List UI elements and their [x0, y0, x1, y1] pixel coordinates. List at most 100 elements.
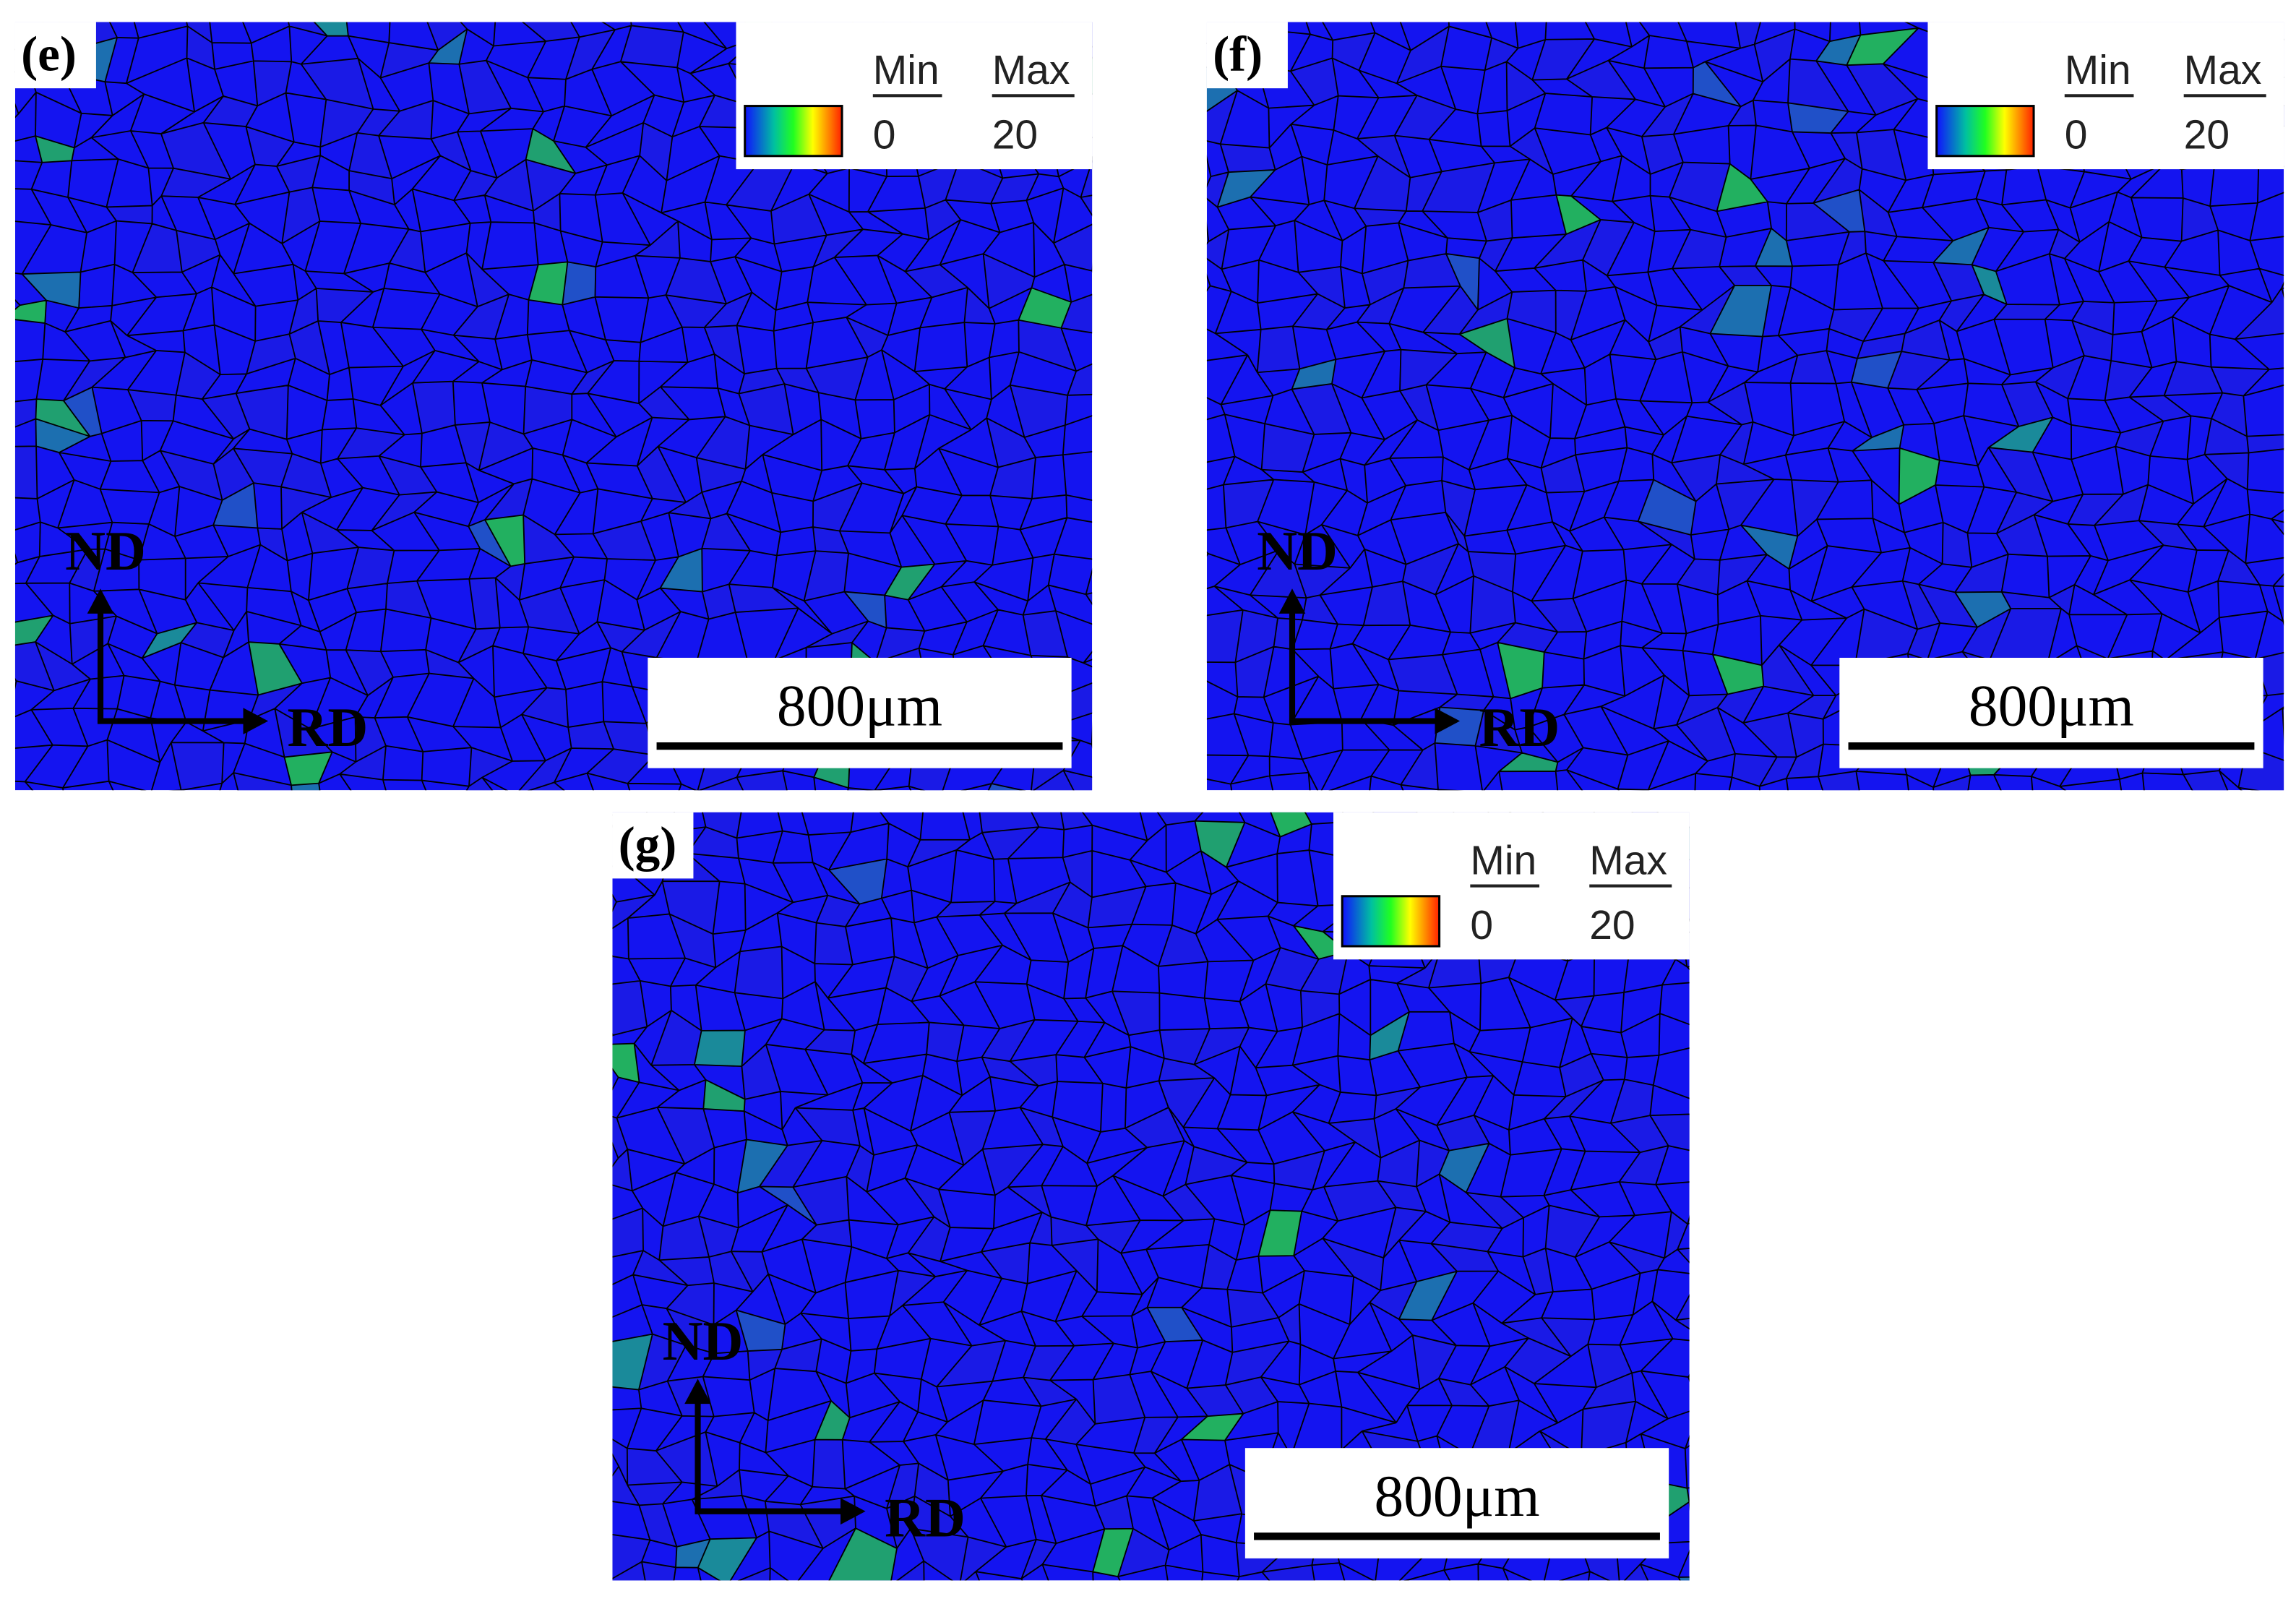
grain — [2204, 419, 2249, 455]
grain — [759, 1140, 822, 1188]
grain — [1265, 948, 1319, 991]
grain — [702, 584, 736, 619]
grain — [1678, 1577, 1690, 1581]
legend-max-value: 20 — [1589, 902, 1635, 948]
grain — [1201, 1244, 1237, 1290]
grain — [1907, 622, 1940, 661]
axis-rd: RD — [1479, 696, 1560, 758]
grain — [812, 483, 862, 531]
grain — [885, 956, 928, 1002]
grain — [203, 95, 258, 127]
grain — [1010, 385, 1068, 437]
grain — [982, 1144, 1044, 1196]
grain — [2211, 366, 2269, 396]
grain — [1085, 1220, 1140, 1253]
grain — [612, 980, 648, 1036]
grain — [1851, 351, 1902, 388]
grain — [2235, 288, 2284, 340]
label-box — [612, 812, 694, 879]
grain — [525, 159, 576, 211]
grain — [1545, 1205, 1600, 1258]
grain — [1185, 1146, 1247, 1185]
grain — [829, 1528, 897, 1581]
grain — [1157, 812, 1203, 825]
grain — [1695, 1046, 1732, 1100]
grain — [875, 627, 925, 663]
grain — [1261, 424, 1315, 473]
grain — [1402, 544, 1458, 595]
grain — [1470, 575, 1515, 633]
grain — [737, 1139, 788, 1193]
grain — [816, 895, 860, 927]
grain — [1023, 611, 1068, 658]
grain — [704, 292, 752, 327]
grain — [2211, 393, 2248, 437]
grain — [990, 173, 1039, 204]
grain — [1693, 61, 1741, 107]
grain — [160, 122, 231, 179]
grain — [176, 352, 220, 400]
grain — [1641, 134, 1683, 175]
grain — [1053, 224, 1093, 271]
grain — [1354, 208, 1406, 226]
grain — [620, 25, 684, 68]
grain — [572, 360, 614, 395]
color-bar — [744, 105, 843, 158]
grain — [1323, 1238, 1384, 1291]
grain — [246, 334, 296, 374]
grain — [1225, 1341, 1289, 1386]
grain — [1270, 812, 1312, 837]
grain — [466, 253, 509, 307]
grain — [848, 787, 873, 791]
grain — [202, 393, 250, 439]
ebsd-panel: (g) Min Max 0 20 ND RD 800μm — [612, 812, 1732, 1581]
grain — [639, 1504, 677, 1547]
grain — [1933, 775, 1971, 791]
grain — [246, 126, 294, 166]
grain — [795, 1107, 860, 1146]
grain — [1484, 38, 1518, 71]
grain — [349, 171, 395, 205]
grain — [1788, 59, 1849, 112]
grain — [484, 479, 533, 520]
grain — [469, 578, 500, 630]
legend-min-value: 0 — [873, 112, 896, 158]
grain — [1063, 770, 1093, 791]
grain — [1852, 424, 1904, 451]
grain — [736, 771, 787, 791]
grain — [739, 384, 794, 435]
grain — [668, 492, 711, 519]
arrow-head — [1278, 588, 1306, 614]
grain — [1933, 227, 1989, 265]
grain — [1720, 421, 1753, 465]
grain — [280, 453, 332, 498]
grain — [1786, 744, 1823, 779]
grain — [289, 321, 330, 375]
grain — [1412, 1335, 1456, 1389]
grain — [1735, 22, 1761, 48]
grain — [1712, 654, 1764, 695]
grain — [1187, 1385, 1244, 1417]
grain — [2094, 484, 2149, 526]
grain — [812, 526, 849, 554]
grain — [1459, 291, 1513, 335]
grain — [1899, 447, 1940, 505]
grain — [1560, 1053, 1604, 1097]
grain — [1581, 1401, 1636, 1457]
legend-max-value: 20 — [2184, 112, 2230, 158]
grain — [1377, 1180, 1426, 1211]
grain — [1743, 713, 1797, 758]
grain — [651, 1010, 702, 1065]
grain — [919, 160, 960, 208]
grain — [523, 515, 575, 564]
grain — [2284, 432, 2296, 461]
grain — [1680, 286, 1735, 334]
ebsd-panel: (e) Min Max 0 20 ND RD 800μm — [14, 22, 1093, 791]
grain — [1257, 326, 1300, 373]
grain — [1445, 512, 1469, 552]
grain — [1220, 144, 1276, 173]
grain — [1708, 382, 1753, 425]
axis-nd: ND — [663, 1310, 744, 1372]
grain — [1290, 58, 1338, 106]
grain — [1687, 1217, 1690, 1225]
